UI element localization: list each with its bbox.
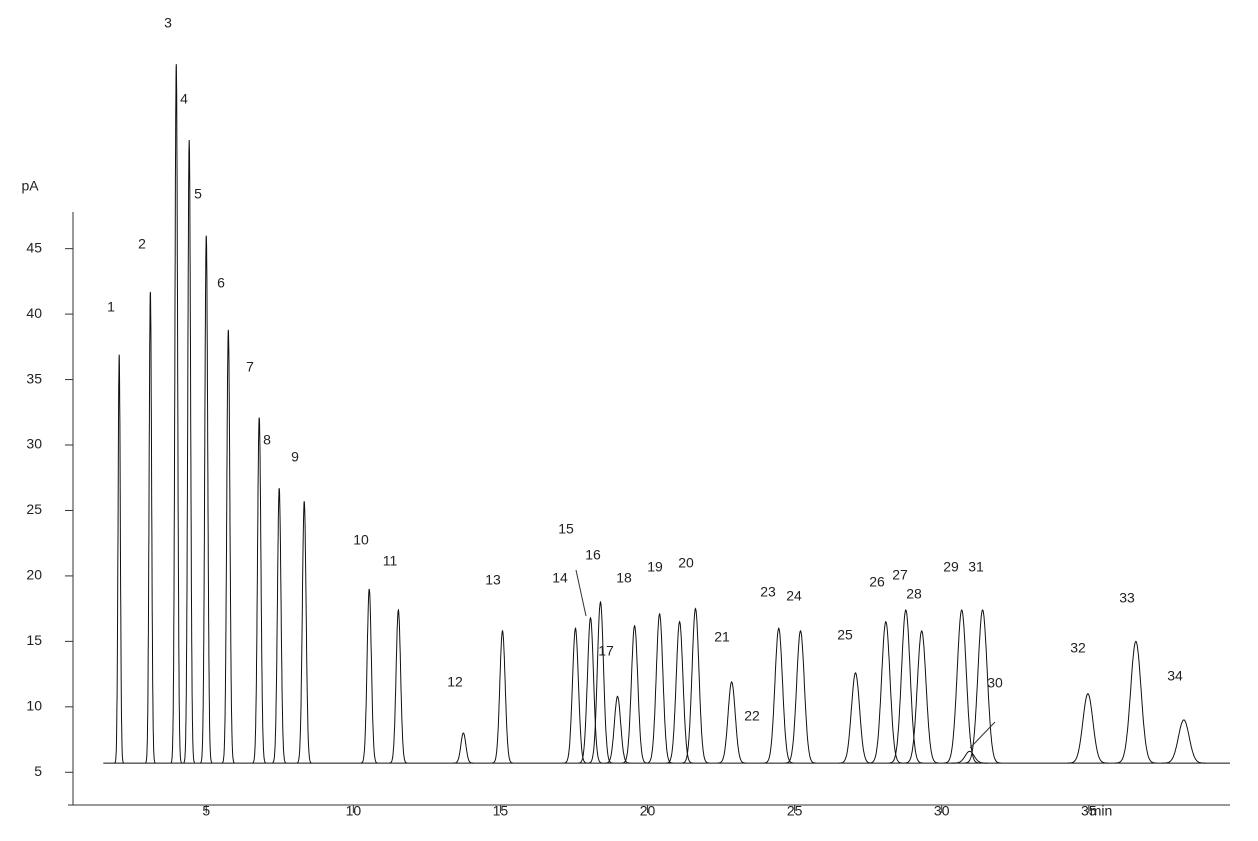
- y-tick-label: 20: [26, 567, 42, 583]
- peak: [183, 139, 196, 764]
- peak-label: 17: [598, 643, 614, 659]
- y-tick-label: 40: [26, 305, 42, 321]
- peak-label: 23: [760, 584, 776, 600]
- peak-label: 13: [485, 572, 501, 588]
- peak: [221, 329, 235, 764]
- peak-label: 34: [1167, 668, 1183, 684]
- y-tick-label: 10: [26, 698, 42, 714]
- peak: [588, 600, 613, 764]
- peak-label: 20: [678, 555, 694, 571]
- peak: [763, 627, 794, 764]
- y-tick-label: 15: [26, 632, 42, 648]
- peak-label: 21: [714, 629, 730, 645]
- peak-label: 32: [1070, 640, 1086, 656]
- y-tick-label: 5: [34, 763, 42, 779]
- peak: [784, 629, 817, 764]
- peak-label: 15: [558, 521, 574, 537]
- x-tick-label: 25: [787, 803, 803, 819]
- y-tick-label: 45: [26, 239, 42, 255]
- peak: [868, 620, 903, 764]
- peak: [252, 417, 267, 764]
- peak-label: 11: [383, 553, 398, 569]
- peak-label: 19: [647, 559, 663, 575]
- x-tick-label: 5: [202, 803, 210, 819]
- peak: [1115, 640, 1157, 764]
- y-tick-label: 25: [26, 501, 42, 517]
- peak: [1162, 719, 1206, 764]
- peak-label: 12: [447, 674, 463, 690]
- peak: [360, 588, 378, 764]
- x-tick-label: 15: [493, 803, 509, 819]
- peak-label: 31: [968, 559, 984, 575]
- peak: [646, 612, 673, 764]
- peak: [563, 627, 588, 764]
- peak: [888, 608, 924, 764]
- peak: [681, 607, 710, 764]
- leader-line: [969, 721, 996, 749]
- peak: [621, 624, 648, 764]
- peak-label: 9: [291, 449, 299, 465]
- y-tick-label: 35: [26, 370, 42, 386]
- peak-label: 26: [869, 574, 885, 590]
- peak: [491, 629, 514, 764]
- peak: [453, 732, 474, 764]
- y-axis-label: pA: [21, 178, 39, 194]
- peak: [665, 620, 694, 764]
- x-tick-label: 20: [640, 803, 656, 819]
- x-tick-label: 30: [934, 803, 950, 819]
- peak-label: 22: [744, 708, 760, 724]
- peak: [114, 354, 125, 764]
- peak-label: 8: [263, 432, 271, 448]
- peak: [170, 64, 182, 764]
- peak-label: 30: [987, 675, 1003, 691]
- peak-label: 33: [1119, 590, 1135, 606]
- peak-label: 24: [786, 588, 802, 604]
- peak-label: 10: [353, 532, 369, 548]
- peak: [1067, 693, 1108, 764]
- peak-label: 5: [194, 186, 202, 202]
- peak-label: 16: [585, 547, 601, 563]
- peak: [904, 629, 940, 764]
- peak-label: 2: [138, 236, 146, 252]
- peak: [272, 488, 287, 764]
- peak: [964, 609, 1001, 764]
- peak-label: 4: [180, 91, 188, 107]
- peak-label: 7: [246, 359, 254, 375]
- peak: [389, 608, 408, 764]
- peak: [145, 291, 156, 764]
- peak-label: 28: [906, 586, 922, 602]
- peak: [200, 235, 213, 764]
- peak-label: 29: [943, 559, 959, 575]
- peak: [839, 672, 872, 764]
- peak: [951, 750, 988, 764]
- leader-line: [575, 569, 587, 617]
- x-tick-label: 35: [1081, 803, 1097, 819]
- peak-label: 3: [164, 15, 172, 31]
- peak-label: 18: [616, 570, 632, 586]
- peak: [605, 695, 630, 764]
- peak-label: 14: [552, 570, 568, 586]
- peak: [943, 609, 980, 764]
- y-tick-label: 30: [26, 436, 42, 452]
- peak-label: 27: [892, 567, 908, 583]
- peak-label: 1: [107, 299, 115, 315]
- peak: [296, 501, 312, 764]
- x-axis-label: min: [1090, 803, 1113, 819]
- peak: [717, 681, 746, 764]
- x-tick-label: 10: [346, 803, 362, 819]
- peak-label: 25: [837, 627, 853, 643]
- peak: [578, 616, 603, 764]
- peak-label: 6: [217, 275, 225, 291]
